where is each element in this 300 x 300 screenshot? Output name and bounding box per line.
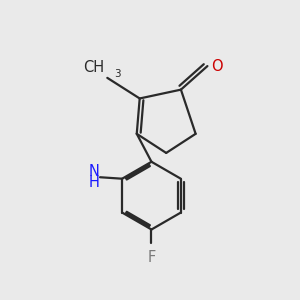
Text: H: H [89,175,100,190]
Text: F: F [147,250,156,265]
Text: CH: CH [83,60,104,75]
Text: 3: 3 [114,69,120,79]
Text: N: N [89,164,100,179]
Text: O: O [211,58,223,74]
